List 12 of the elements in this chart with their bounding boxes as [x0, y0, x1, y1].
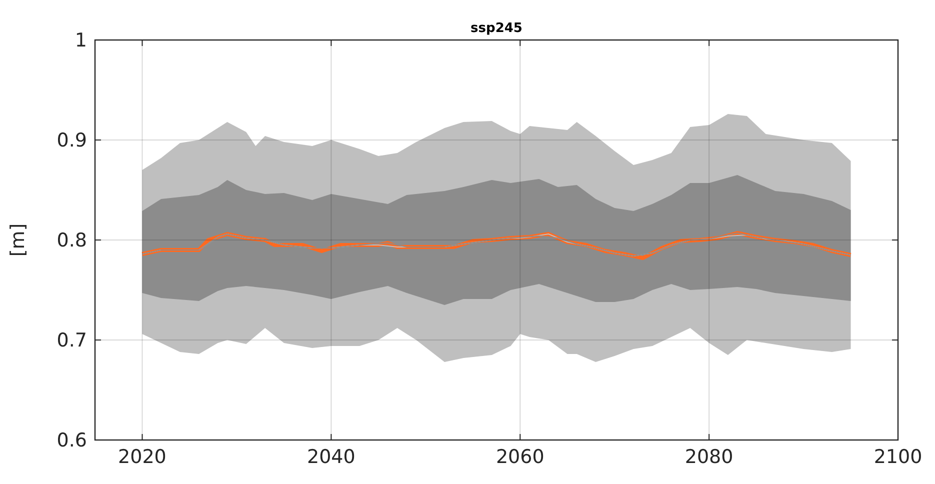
y-tick-label: 0.9 [56, 130, 87, 152]
x-tick-label: 2040 [306, 446, 356, 468]
x-tick-label: 2100 [874, 446, 922, 468]
y-tick-label: 0.8 [56, 230, 87, 252]
x-tick-label: 2020 [118, 446, 166, 468]
y-tick-label: 1 [74, 30, 87, 52]
y-tick-label: 0.7 [56, 330, 87, 352]
x-tick-label: 2080 [684, 446, 734, 468]
x-tick-label: 2060 [496, 446, 544, 468]
y-axis-title: [m] [7, 223, 29, 257]
y-tick-label: 0.6 [56, 430, 87, 452]
chart-title: ssp245 [470, 21, 522, 36]
